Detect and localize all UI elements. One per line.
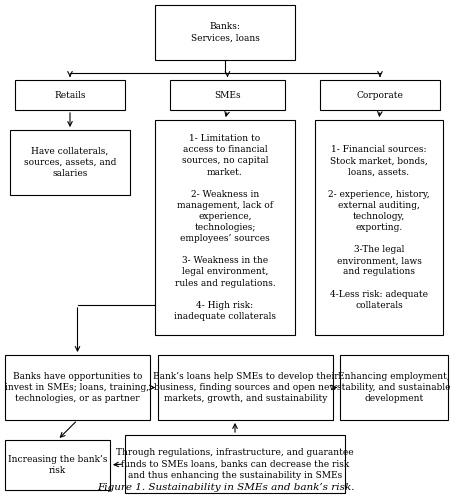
FancyBboxPatch shape (315, 120, 443, 335)
FancyBboxPatch shape (155, 120, 295, 335)
FancyBboxPatch shape (5, 440, 110, 490)
FancyBboxPatch shape (320, 80, 440, 110)
Text: 1- Financial sources:
Stock market, bonds,
loans, assets.

2- experience, histor: 1- Financial sources: Stock market, bond… (328, 146, 430, 310)
FancyBboxPatch shape (155, 5, 295, 60)
Text: Figure 1. Sustainability in SMEs and bank’s risk.: Figure 1. Sustainability in SMEs and ban… (97, 483, 354, 492)
Text: Bank’s loans help SMEs to develop their
business, finding sources and open new
m: Bank’s loans help SMEs to develop their … (153, 372, 338, 403)
Text: Retails: Retails (54, 90, 86, 100)
Text: 1- Limitation to
access to financial
sources, no capital
market.

2- Weakness in: 1- Limitation to access to financial sou… (174, 134, 276, 321)
Text: Enhancing employment,
stability, and sustainable
development: Enhancing employment, stability, and sus… (337, 372, 451, 403)
FancyBboxPatch shape (170, 80, 285, 110)
Text: Through regulations, infrastructure, and guarantee
funds to SMEs loans, banks ca: Through regulations, infrastructure, and… (116, 448, 354, 480)
FancyBboxPatch shape (5, 355, 150, 420)
FancyBboxPatch shape (125, 435, 345, 493)
FancyBboxPatch shape (10, 130, 130, 195)
Text: Banks:
Services, loans: Banks: Services, loans (191, 22, 259, 42)
Text: Increasing the bank’s
risk: Increasing the bank’s risk (8, 455, 107, 475)
FancyBboxPatch shape (340, 355, 448, 420)
FancyBboxPatch shape (158, 355, 333, 420)
Text: Have collaterals,
sources, assets, and
salaries: Have collaterals, sources, assets, and s… (24, 147, 116, 178)
Text: SMEs: SMEs (214, 90, 241, 100)
Text: Corporate: Corporate (357, 90, 404, 100)
Text: Banks have opportunities to
invest in SMEs; loans, training,
technologies, or as: Banks have opportunities to invest in SM… (5, 372, 150, 403)
FancyBboxPatch shape (15, 80, 125, 110)
